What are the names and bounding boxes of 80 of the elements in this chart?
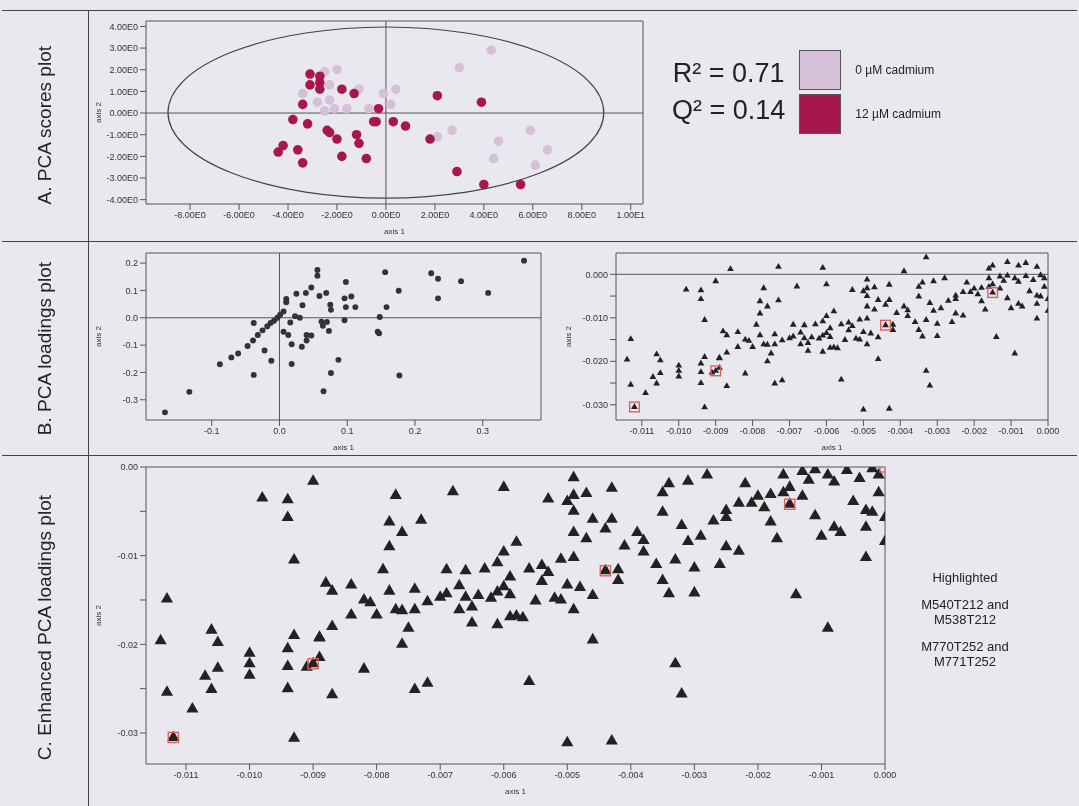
x-tick-label: 2.00E0 <box>420 210 450 221</box>
text: R² = 0.71 <box>672 58 785 89</box>
x-tick-label: -0.011 <box>629 426 655 437</box>
y-tick-label: 0.1 <box>125 285 138 296</box>
x-tick-label: 0.0 <box>273 426 286 437</box>
y-tick-label: 0.000 <box>585 269 608 280</box>
x-axis-title: axis 1 <box>384 227 406 236</box>
x-tick-label: -0.007 <box>427 770 453 781</box>
y-tick-label: -0.1 <box>122 340 138 351</box>
x-tick-label: -2.00E0 <box>321 210 353 221</box>
x-axis-title: axis 1 <box>333 443 355 452</box>
y-axis-title: axis 2 <box>93 604 103 626</box>
x-tick-label: -0.003 <box>924 426 950 437</box>
x-tick-label: -8.00E0 <box>174 210 206 221</box>
y-tick-label: 0.0 <box>125 312 138 323</box>
x-tick-label: 1.00E1 <box>616 210 646 221</box>
y-tick-label: -0.030 <box>582 399 608 410</box>
text: C. Enhanced PCA loadings plot <box>34 495 56 761</box>
x-tick-label: -0.006 <box>813 426 840 437</box>
x-tick-label: 0.3 <box>476 426 489 437</box>
text: B. PCA loadings plot <box>34 262 56 436</box>
x-tick-label: -6.00E0 <box>223 210 255 221</box>
y-axis-title: axis 2 <box>93 101 103 123</box>
y-tick-label: 2.00E0 <box>109 64 138 75</box>
x-tick-label: 0.00E0 <box>371 210 401 221</box>
x-axis-title: axis 1 <box>821 443 843 452</box>
y-tick-label: 0.00E0 <box>109 108 138 119</box>
y-tick-label: 0.00 <box>120 462 138 473</box>
y-tick-label: -0.010 <box>582 312 608 323</box>
y-tick-label: -1.00E0 <box>106 129 138 140</box>
x-tick-label: 0.2 <box>408 426 422 437</box>
x-tick-label: -0.010 <box>236 770 263 781</box>
x-tick-label: -0.001 <box>998 426 1024 437</box>
y-tick-label: -0.3 <box>122 394 138 405</box>
x-tick-label: -0.009 <box>300 770 326 781</box>
x-tick-label: -0.005 <box>554 770 581 781</box>
y-tick-label: -0.020 <box>582 356 608 367</box>
x-tick-label: 0.000 <box>1036 426 1060 437</box>
text: Q² = 0.14 <box>672 95 786 126</box>
text: M770T252 and M771T252 <box>920 639 1010 669</box>
y-tick-label: -0.2 <box>122 367 138 378</box>
x-tick-label: -0.006 <box>490 770 517 781</box>
y-tick-label: -4.00E0 <box>106 194 138 205</box>
text: 0 µM cadmium <box>855 63 935 77</box>
text: A. PCA scores plot <box>34 45 56 205</box>
x-tick-label: -0.002 <box>961 426 987 437</box>
x-tick-label: 4.00E0 <box>469 210 499 221</box>
y-axis-title: axis 2 <box>563 325 573 347</box>
x-axis-title: axis 1 <box>505 787 527 796</box>
x-tick-label: 0.000 <box>873 770 897 781</box>
x-tick-label: -0.004 <box>618 770 644 781</box>
x-tick-label: -0.1 <box>203 426 220 437</box>
y-tick-label: -0.03 <box>117 728 138 739</box>
x-tick-label: -0.007 <box>776 426 803 437</box>
x-tick-label: -4.00E0 <box>272 210 304 221</box>
x-tick-label: -0.011 <box>173 770 199 781</box>
x-tick-label: -0.002 <box>745 770 771 781</box>
text: 12 µM cadmium <box>855 107 941 121</box>
x-tick-label: -0.004 <box>887 426 914 437</box>
x-tick-label: -0.001 <box>808 770 835 781</box>
x-tick-label: -0.003 <box>681 770 708 781</box>
x-tick-label: -0.008 <box>739 426 766 437</box>
x-tick-label: 8.00E0 <box>567 210 597 221</box>
y-tick-label: 4.00E0 <box>109 21 138 32</box>
x-tick-label: 6.00E0 <box>518 210 548 221</box>
x-tick-label: -0.005 <box>850 426 877 437</box>
x-tick-label: -0.010 <box>666 426 692 437</box>
text: M540T212 and M538T212 <box>920 597 1010 627</box>
x-tick-label: 0.1 <box>340 426 354 437</box>
y-tick-label: 3.00E0 <box>109 43 138 54</box>
y-axis-title: axis 2 <box>93 325 103 347</box>
x-tick-label: -0.009 <box>702 426 729 437</box>
y-tick-label: -0.02 <box>117 639 138 650</box>
text: Highlighted <box>932 570 998 585</box>
y-tick-label: -2.00E0 <box>106 151 138 162</box>
y-tick-label: 0.2 <box>125 258 138 269</box>
y-tick-label: -0.01 <box>117 550 138 561</box>
x-tick-label: -0.008 <box>363 770 390 781</box>
y-tick-label: -3.00E0 <box>106 173 138 184</box>
y-tick-label: 1.00E0 <box>109 86 138 97</box>
